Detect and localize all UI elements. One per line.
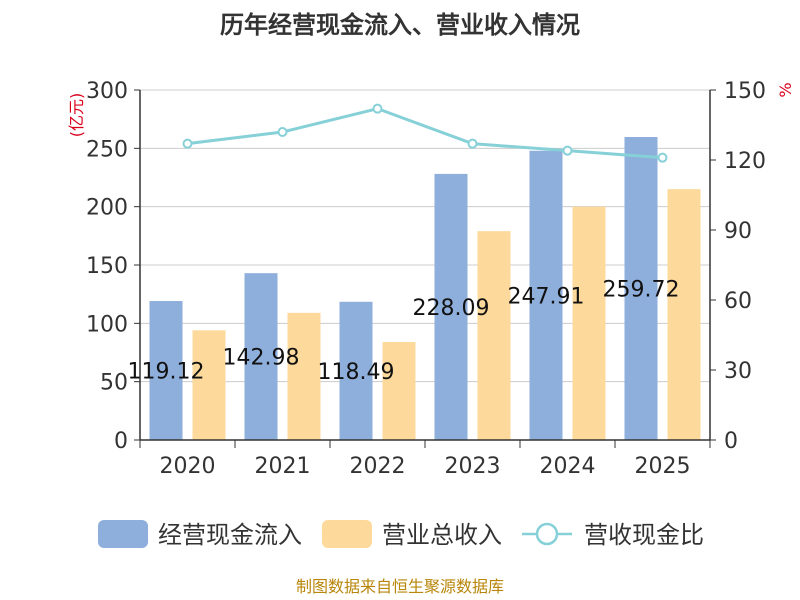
- ratio-point: [277, 127, 288, 137]
- ratio-point: [657, 152, 668, 163]
- x-tick-label: 2023: [445, 454, 501, 479]
- ratio-line-path: [187, 107, 663, 160]
- cash-inflow-bar: [339, 301, 373, 440]
- y-left-tick-label: 100: [86, 312, 128, 337]
- source-note: 制图数据来自恒生聚源数据库: [296, 577, 504, 596]
- cash-inflow-bar: [244, 273, 278, 440]
- y-right-tick-label: 30: [724, 359, 752, 384]
- ratio-point: [467, 138, 478, 149]
- x-tick-label: 2024: [540, 454, 596, 479]
- y-right-tick-label: 120: [724, 149, 766, 174]
- legend-label-revenue: 营业总收入: [382, 521, 502, 549]
- revenue-bar: [287, 312, 321, 440]
- x-tick-label: 2022: [350, 454, 406, 479]
- axes: 0 50 100 150 200 250 300 0 30 60 90 120 150 2020 2021 2…: [86, 79, 766, 479]
- bars: [149, 136, 701, 440]
- chart-title: 历年经营现金流入、营业收入情况: [220, 11, 580, 39]
- bar-data-label: 119.12: [128, 360, 205, 385]
- y-right-tick-label: 90: [724, 219, 752, 244]
- y-left-tick-label: 200: [86, 196, 128, 221]
- y-left-axis-label: (亿元): [67, 93, 86, 138]
- y-right-tick-label: 60: [724, 289, 752, 314]
- revenue-bar: [667, 189, 701, 440]
- bar-data-label: 228.09: [413, 296, 490, 321]
- revenue-bar: [192, 330, 226, 440]
- y-left-tick-label: 0: [114, 429, 128, 454]
- y-left-tick-label: 300: [86, 79, 128, 104]
- bar-data-label: 142.98: [223, 346, 300, 371]
- legend: 经营现金流入 营业总收入 营收现金比: [98, 520, 704, 549]
- y-left-tick-label: 50: [100, 371, 128, 396]
- revenue-bar: [382, 342, 416, 440]
- ratio-point: [182, 138, 193, 149]
- bar-data-label: 259.72: [603, 277, 680, 302]
- legend-swatch-ratio-marker: [535, 522, 559, 546]
- x-tick-label: 2021: [255, 454, 311, 479]
- ratio-point: [372, 103, 383, 114]
- ratio-point: [562, 145, 573, 156]
- y-right-tick-label: 0: [724, 429, 738, 454]
- cash-inflow-bar: [149, 301, 183, 440]
- x-tick-label: 2020: [160, 454, 216, 479]
- y-right-axis-label: %: [776, 82, 795, 97]
- ratio-line: [182, 103, 668, 163]
- cash-inflow-bar: [434, 173, 468, 440]
- cash-inflow-bar: [529, 150, 563, 440]
- y-right-tick-label: 150: [724, 79, 766, 104]
- legend-swatch-cash-inflow: [98, 520, 148, 548]
- y-left-tick-label: 250: [86, 137, 128, 162]
- x-tick-label: 2025: [635, 454, 691, 479]
- grid-lines: [140, 89, 710, 383]
- revenue-bar: [477, 231, 511, 440]
- bar-data-label: 247.91: [508, 284, 585, 309]
- revenue-bar: [572, 206, 606, 440]
- bar-data-label: 118.49: [318, 360, 395, 385]
- legend-label-ratio: 营收现金比: [584, 521, 704, 549]
- legend-swatch-revenue: [322, 520, 372, 548]
- data-labels: 119.12 142.98 118.49 228.09 247.91 259.72: [128, 277, 680, 384]
- y-left-tick-label: 150: [86, 254, 128, 279]
- legend-label-cash-inflow: 经营现金流入: [158, 521, 302, 549]
- cash-inflow-bar: [624, 136, 658, 440]
